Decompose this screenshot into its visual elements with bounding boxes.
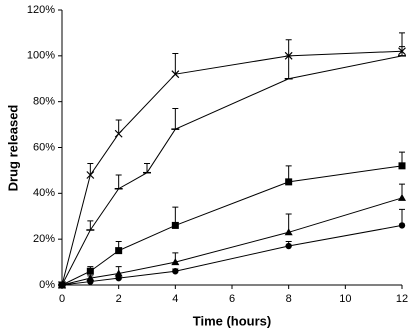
marker (171, 258, 180, 266)
marker (114, 129, 123, 138)
marker (171, 221, 179, 229)
y-tick-label: 120% (27, 4, 55, 16)
x-tick-label: 0 (59, 293, 65, 305)
series-line (61, 224, 403, 286)
error-bar (285, 39, 292, 56)
marker (114, 269, 123, 277)
marker (172, 268, 179, 275)
y-tick-label: 80% (33, 96, 55, 108)
y-axis-title: Drug released (5, 105, 20, 192)
x-tick-label: 10 (339, 293, 351, 305)
x-tick-label: 8 (286, 293, 292, 305)
y-tick-label: 0% (39, 279, 55, 291)
marker (285, 178, 293, 186)
marker (86, 171, 95, 179)
y-tick-label: 20% (33, 233, 55, 245)
series-line (61, 55, 403, 286)
series-line (61, 165, 403, 286)
error-bar (285, 55, 292, 79)
error-bar (87, 220, 94, 230)
x-tick-label: 6 (229, 293, 235, 305)
series-line (61, 50, 403, 286)
x-tick-label: 12 (396, 293, 408, 305)
error-bar (87, 163, 94, 175)
error-bar (115, 119, 122, 134)
error-bar (172, 108, 179, 130)
marker (115, 274, 122, 282)
y-tick-label: 40% (33, 187, 55, 199)
marker (115, 247, 123, 255)
error-bar (115, 174, 122, 189)
x-axis-title: Time (hours) (193, 313, 272, 328)
marker (87, 278, 94, 285)
marker (171, 70, 180, 79)
marker (398, 162, 406, 170)
x-tick-label: 2 (116, 293, 122, 305)
error-bar (399, 46, 405, 56)
marker (398, 222, 406, 229)
marker (398, 193, 406, 201)
series-line (61, 197, 403, 286)
y-tick-label: 60% (33, 141, 55, 153)
y-tick-label: 100% (27, 50, 55, 62)
error-bar (144, 163, 150, 173)
marker (58, 281, 66, 289)
marker (284, 228, 293, 236)
marker (86, 267, 94, 275)
marker (285, 242, 292, 250)
error-bar (172, 53, 179, 75)
x-tick-label: 4 (172, 293, 178, 305)
